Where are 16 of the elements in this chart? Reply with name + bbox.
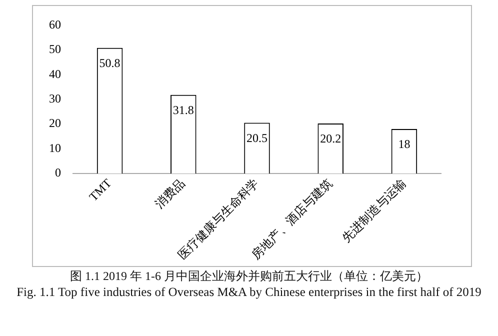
data-label: 50.8 [99, 56, 120, 70]
y-tick-label: 10 [49, 140, 61, 155]
data-label: 20.2 [320, 132, 342, 146]
y-tick-label: 20 [49, 116, 61, 130]
y-tick-label: 30 [49, 91, 61, 106]
x-tick-label: 先进制造与运输 [339, 176, 409, 246]
y-tick-label: 40 [49, 66, 61, 81]
text: 图 1.1 2019 年 1-6 月中国企业海外并购前五大行业（单位：亿美元） [69, 268, 429, 285]
y-tick-label: 0 [55, 166, 61, 180]
text: Fig. 1.1 Top five industries of Overseas M&A by Chinese enterprises in the first half of 2019 [16, 285, 482, 300]
y-tick-label: 50 [49, 42, 61, 56]
data-label: 18 [398, 137, 410, 152]
y-tick-label: 60 [49, 17, 61, 32]
data-label: 31.8 [172, 103, 194, 118]
x-tick-label: 消费品 [152, 176, 188, 212]
data-label: 20.5 [246, 130, 268, 145]
